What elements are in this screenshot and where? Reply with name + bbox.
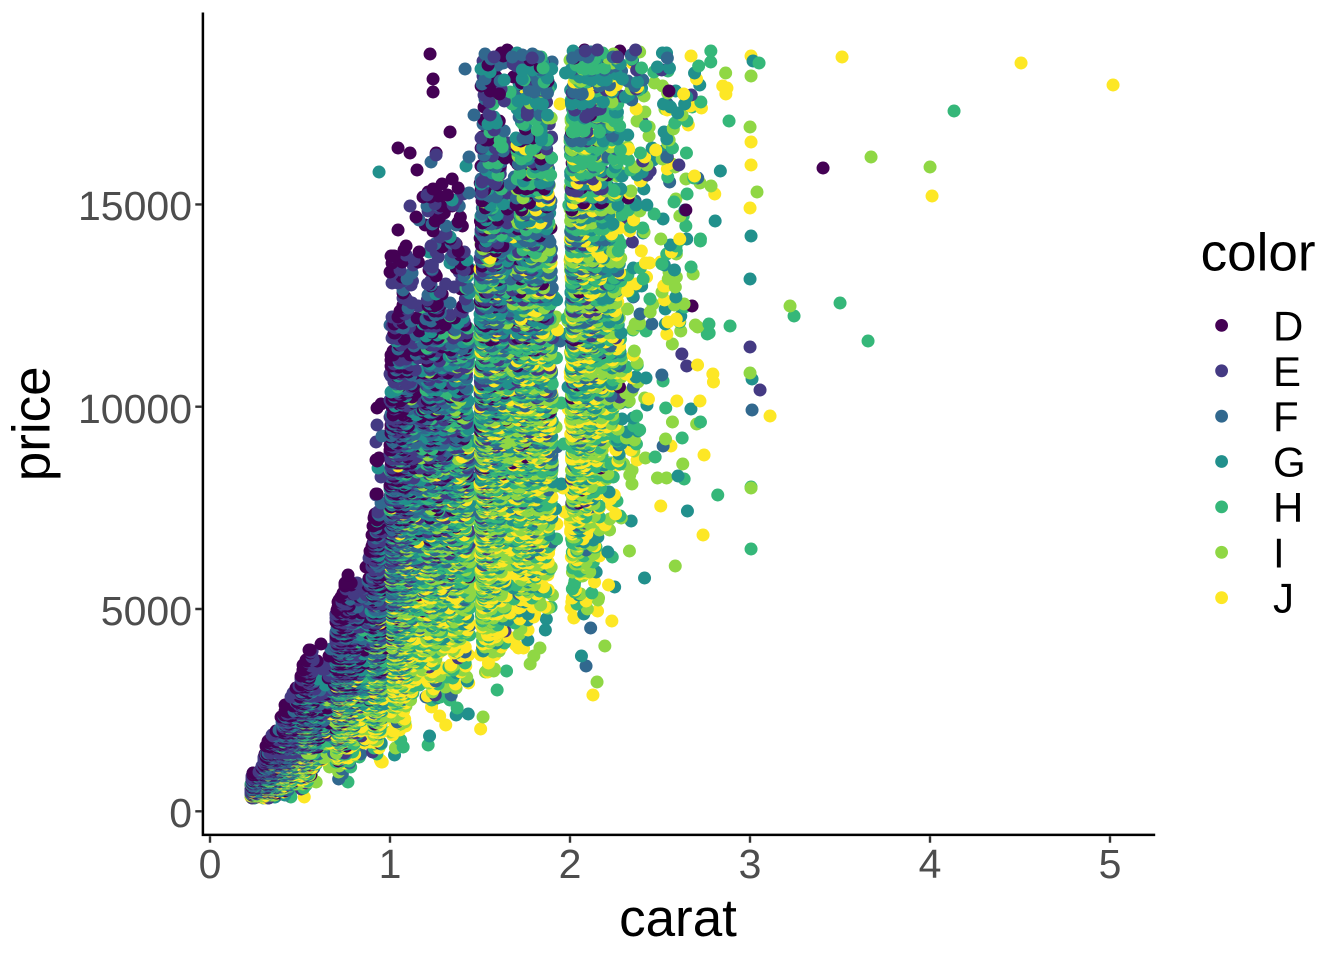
svg-text:F: F xyxy=(1273,393,1299,440)
svg-text:3: 3 xyxy=(739,841,762,887)
svg-text:10000: 10000 xyxy=(78,386,192,432)
svg-text:G: G xyxy=(1273,439,1306,486)
svg-text:0: 0 xyxy=(169,790,192,836)
svg-text:price: price xyxy=(3,366,62,481)
svg-text:color: color xyxy=(1201,224,1316,283)
svg-text:E: E xyxy=(1273,348,1301,395)
svg-text:1: 1 xyxy=(379,841,402,887)
svg-text:2: 2 xyxy=(559,841,582,887)
svg-text:15000: 15000 xyxy=(78,183,192,229)
svg-text:4: 4 xyxy=(919,841,942,887)
svg-text:5000: 5000 xyxy=(101,588,192,634)
svg-text:carat: carat xyxy=(619,889,737,948)
svg-text:5: 5 xyxy=(1099,841,1122,887)
svg-text:J: J xyxy=(1273,575,1294,622)
svg-text:H: H xyxy=(1273,484,1303,531)
svg-text:I: I xyxy=(1273,529,1285,576)
svg-text:0: 0 xyxy=(199,841,222,887)
svg-text:D: D xyxy=(1273,302,1303,349)
